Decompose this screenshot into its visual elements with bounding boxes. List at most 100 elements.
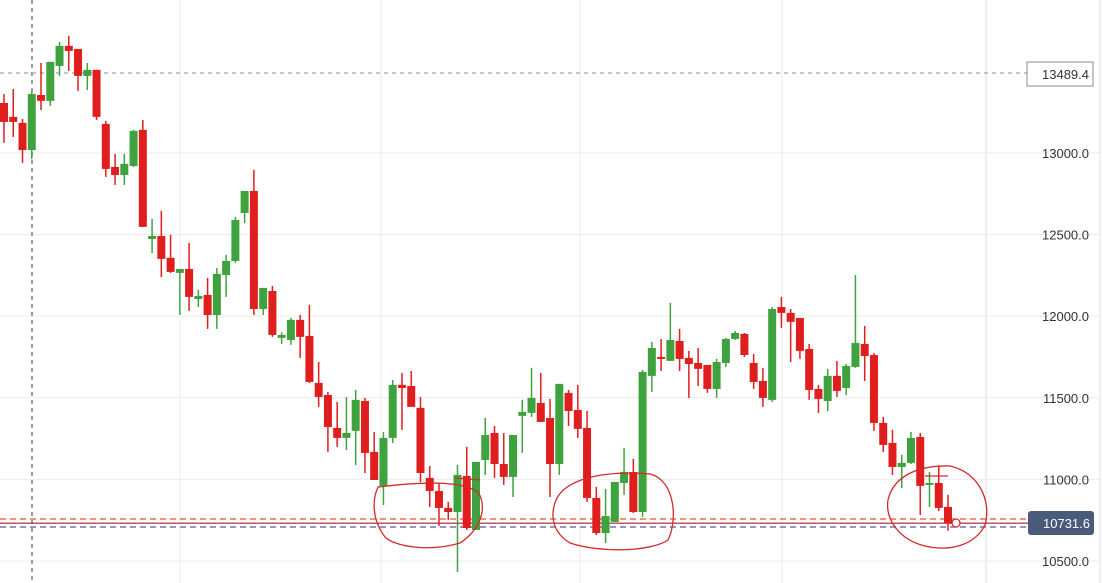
candle-down [462,446,471,530]
candle-body [509,434,518,477]
candle-up [712,358,721,398]
candle-down [573,384,582,438]
candle-up [472,461,480,530]
candle-up [148,218,157,253]
candle-down [879,416,888,452]
candle-body [129,130,138,166]
candle-up [731,330,740,340]
candle-body [499,464,508,477]
candle-body [333,427,342,438]
candle-down [536,372,545,422]
candle-body [222,260,231,276]
candle-body [629,472,638,513]
marker-price-box [1026,61,1094,87]
candle-body [27,94,36,150]
candle-up [721,337,730,367]
candle-body [647,347,656,376]
candle-body [610,481,619,522]
candle-down [9,88,18,137]
candle-body [240,190,249,213]
candle-body [749,362,758,382]
candle-down [323,391,332,452]
candle-up [231,216,240,263]
hand-drawn-annotations [373,465,988,551]
candle-up [342,396,351,450]
candle-body [0,102,8,122]
candle-body [83,69,92,76]
candle-body [592,497,601,534]
candle-body [462,475,471,528]
candle-body [9,116,18,122]
candle-body [425,477,434,491]
candle-down [832,360,841,397]
candle-body [370,451,379,481]
candle-body [360,401,369,453]
last-price-label: 10731.6 [1028,511,1094,535]
candle-body [888,442,897,467]
last-price-marker [951,518,961,528]
candle-down [888,429,897,475]
candle-up [453,464,462,572]
candle-body [906,437,915,463]
candle-down [370,431,379,481]
candle-body [944,506,952,524]
candle-body [296,319,305,337]
candle-body [518,411,527,416]
candle-down [583,410,592,502]
last-price-text: 10731.6 [1043,516,1090,531]
candle-body [740,333,749,355]
candle-body [120,163,129,175]
candle-body [666,339,675,361]
candle-up [555,383,564,475]
candle-down [92,69,101,120]
candle-up [379,431,388,505]
candle-body [434,490,443,508]
candle-body [259,287,268,309]
candle-body [111,166,120,175]
candle-down [296,315,305,358]
candle-down [740,332,749,357]
candle-body [74,48,83,76]
candle-down [64,35,73,71]
candle-up [388,379,397,443]
candle-body [490,433,499,465]
candle-body [407,386,416,407]
candle-down [397,372,406,430]
candle-body [638,371,647,513]
candle-up [897,454,906,489]
candle-body [601,516,610,534]
candle-down [268,285,277,337]
candle-up [120,153,129,185]
candle-down [74,48,83,91]
candle-body [138,129,147,227]
candle-body [657,356,666,359]
candle-body [342,433,351,438]
last-price-box [1028,511,1094,535]
candle-body [620,472,629,483]
y-tick-label: 13000.0 [1042,146,1089,161]
candle-body [527,397,536,413]
candle-up [222,254,231,297]
candle-up [129,129,138,167]
marker-price-text: 13489.4 [1042,67,1089,82]
candle-up [351,389,360,465]
y-tick-label: 12000.0 [1042,309,1089,324]
candle-down [916,433,925,515]
candle-down [777,296,786,328]
candle-down [305,304,314,383]
candle-down [101,120,110,177]
candle-up [240,190,249,223]
candle-up [842,363,851,395]
candle-up [527,367,536,417]
candle-body [823,375,832,402]
candle-up [518,399,527,453]
y-tick-label: 12500.0 [1042,228,1089,243]
candle-down [111,153,120,185]
candle-up [194,289,203,308]
candle-down [434,482,443,526]
candle-body [805,348,814,390]
candle-down [490,425,499,478]
candle-up [647,341,656,392]
candle-down [157,210,166,277]
candle-down [185,242,194,311]
